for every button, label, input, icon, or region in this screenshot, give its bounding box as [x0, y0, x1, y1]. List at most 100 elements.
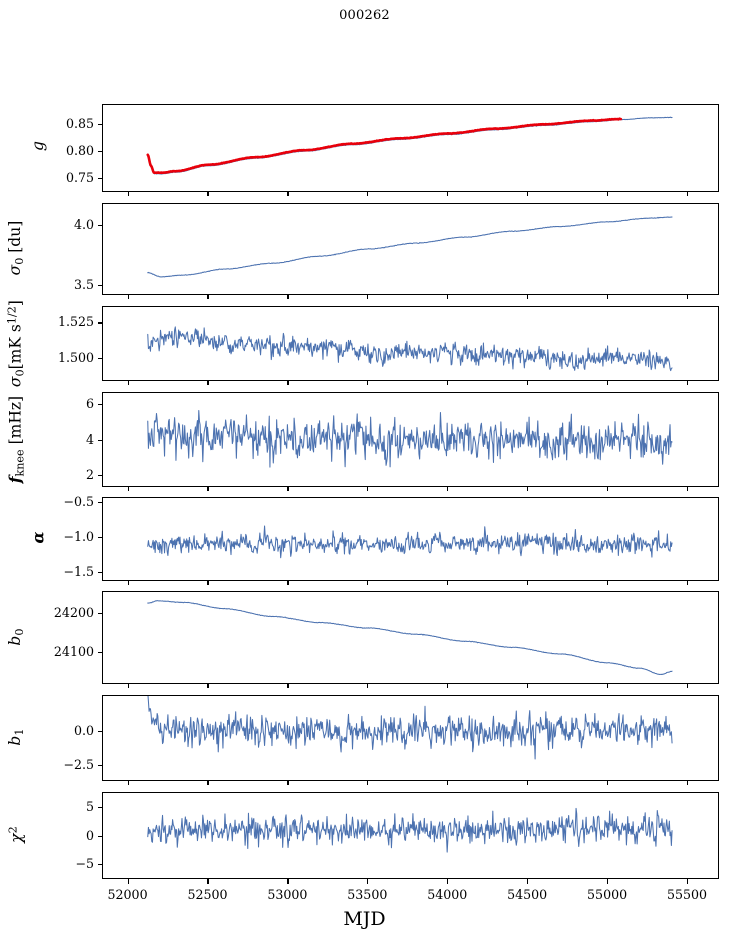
panel-b0	[102, 591, 719, 684]
xtick-mark-2-p7	[287, 879, 289, 884]
ytick-label-gain-0: 0.75	[65, 169, 94, 185]
xtick-mark-3-p2	[367, 381, 369, 385]
ytick-label-sigma0-mK-1: 1.525	[57, 314, 94, 330]
figure-title: 000262	[339, 8, 390, 23]
xtick-mark-1-p0	[207, 192, 209, 196]
xtick-mark-0-p4	[127, 581, 129, 585]
ytick-label-b1-1: 0.0	[73, 723, 94, 739]
ytick-mark-chi2-2	[98, 807, 102, 809]
xtick-mark-4-p6	[447, 781, 449, 785]
ytick-label-alpha-1: −1.0	[63, 528, 94, 544]
ytick-label-f-knee-1: 4	[85, 431, 94, 447]
ytick-label-f-knee-2: 6	[85, 395, 94, 411]
xtick-mark-5-p4	[527, 581, 529, 585]
xtick-mark-3-p6	[367, 781, 369, 785]
xtick-mark-7-p1	[687, 295, 689, 299]
plot-area-b1	[147, 696, 673, 760]
xtick-mark-6-p1	[607, 295, 609, 299]
xtick-label-1: 52500	[187, 887, 228, 902]
xtick-mark-2-p3	[287, 487, 289, 491]
xtick-mark-2-p1	[287, 295, 289, 299]
xtick-mark-4-p4	[447, 581, 449, 585]
xtick-mark-6-p4	[607, 581, 609, 585]
ytick-mark-b0-1	[98, 613, 102, 615]
ytick-label-sigma0-mK-0: 1.500	[57, 349, 94, 365]
xtick-mark-2-p4	[287, 581, 289, 585]
xtick-mark-6-p6	[607, 781, 609, 785]
xtick-mark-1-p7	[207, 879, 209, 884]
plot-area-sigma0-mK	[147, 326, 673, 372]
xtick-label-7: 55500	[666, 887, 708, 902]
xtick-mark-6-p7	[607, 879, 609, 884]
ytick-mark-sigma0-mK-1	[98, 322, 102, 324]
ytick-mark-b0-0	[98, 652, 102, 654]
xtick-mark-6-p2	[607, 381, 609, 385]
xtick-mark-5-p2	[527, 381, 529, 385]
panel-chi2	[102, 792, 719, 879]
xtick-mark-4-p5	[447, 684, 449, 688]
xtick-label-6: 55000	[587, 887, 628, 902]
ytick-mark-f-knee-2	[98, 403, 102, 405]
xtick-mark-3-p4	[367, 581, 369, 585]
xtick-mark-1-p3	[207, 487, 209, 491]
xtick-mark-7-p3	[687, 487, 689, 491]
xtick-label-5: 54500	[507, 887, 548, 902]
xtick-mark-0-p6	[127, 781, 129, 785]
xtick-mark-1-p6	[207, 781, 209, 785]
xtick-mark-0-p1	[127, 295, 129, 299]
xtick-mark-5-p1	[527, 295, 529, 299]
ytick-mark-sigma0-du-1	[98, 225, 102, 227]
series-sigma0-du-trace	[147, 216, 673, 278]
panel-sigma0-du	[102, 203, 719, 295]
ytick-mark-sigma0-du-0	[98, 284, 102, 286]
xtick-mark-2-p6	[287, 781, 289, 785]
plot-area-b0	[147, 600, 673, 675]
xtick-label-4: 54000	[427, 887, 468, 902]
ytick-mark-f-knee-1	[98, 439, 102, 441]
series-gain-blue	[147, 116, 673, 175]
ytick-mark-gain-2	[98, 123, 102, 125]
xtick-mark-2-p0	[287, 192, 289, 196]
xtick-mark-1-p1	[207, 295, 209, 299]
xtick-mark-1-p2	[207, 381, 209, 385]
xtick-mark-4-p7	[447, 879, 449, 884]
xtick-mark-3-p0	[367, 192, 369, 196]
ytick-mark-f-knee-0	[98, 475, 102, 477]
panel-gain	[102, 104, 719, 192]
xtick-mark-0-p7	[127, 879, 129, 884]
ytick-label-b0-0: 24100	[53, 644, 94, 660]
panel-alpha	[102, 497, 719, 581]
series-chi2-trace	[147, 807, 673, 853]
xtick-mark-1-p4	[207, 581, 209, 585]
ytick-label-alpha-2: −0.5	[63, 494, 94, 510]
ytick-label-chi2-2: 5	[85, 799, 94, 815]
xtick-mark-2-p5	[287, 684, 289, 688]
xtick-label-2: 53000	[267, 887, 308, 902]
xtick-mark-6-p0	[607, 192, 609, 196]
xtick-mark-1-p5	[207, 684, 209, 688]
plot-area-f-knee	[147, 410, 673, 468]
xtick-mark-6-p3	[607, 487, 609, 491]
ytick-mark-b1-1	[98, 731, 102, 733]
xtick-mark-3-p1	[367, 295, 369, 299]
xtick-mark-3-p3	[367, 487, 369, 491]
y-axis-label-alpha: α	[28, 531, 48, 544]
panel-sigma0-mK	[102, 306, 719, 381]
x-axis-label: MJD	[343, 908, 386, 930]
xtick-mark-0-p0	[127, 192, 129, 196]
panel-b1	[102, 695, 719, 781]
ytick-label-sigma0-du-0: 3.5	[73, 276, 94, 292]
xtick-mark-0-p5	[127, 684, 129, 688]
ytick-label-b1-0: −2.5	[63, 757, 94, 773]
ytick-label-alpha-0: −1.5	[63, 563, 94, 579]
xtick-mark-5-p0	[527, 192, 529, 196]
xtick-mark-0-p2	[127, 381, 129, 385]
xtick-mark-7-p7	[687, 879, 689, 884]
plot-area-sigma0-du	[147, 216, 673, 278]
panel-f-knee	[102, 392, 719, 487]
series-gain-red	[146, 117, 623, 175]
ytick-label-gain-1: 0.80	[65, 142, 94, 158]
ytick-mark-b1-0	[98, 765, 102, 767]
xtick-mark-3-p7	[367, 879, 369, 884]
